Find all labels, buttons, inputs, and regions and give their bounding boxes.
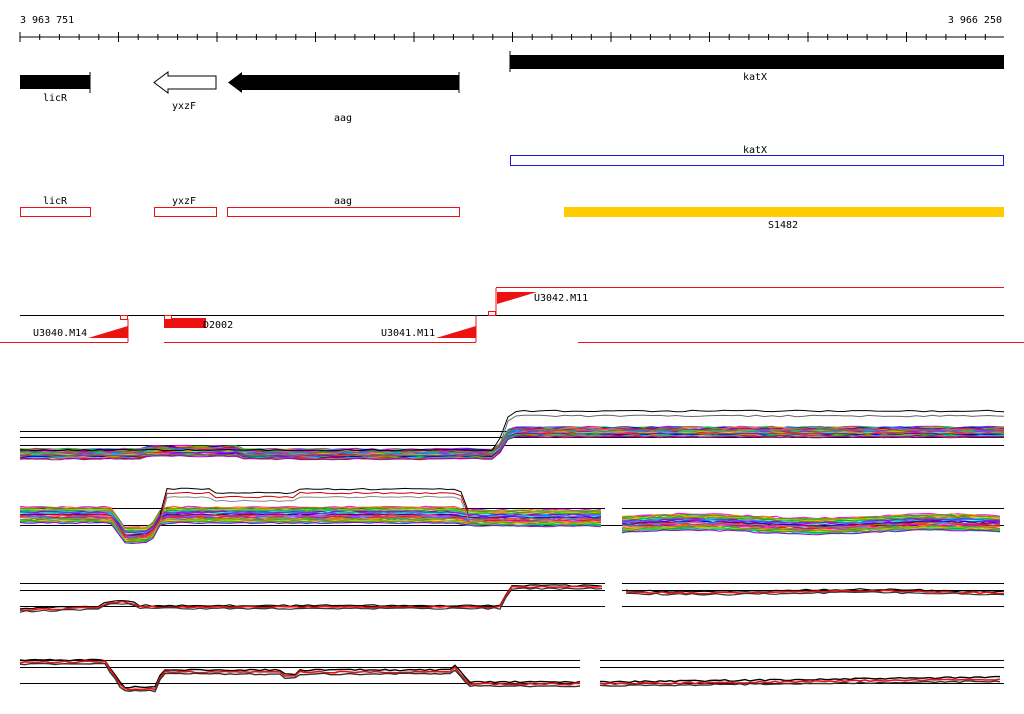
- tu-d2002[interactable]: D2002: [164, 315, 233, 332]
- tu-u3040-start-mark: [120, 315, 128, 320]
- track-4-line: [19, 660, 1001, 691]
- gene-katX[interactable]: katX: [509, 51, 1004, 83]
- tu-u3042-wedge: [497, 292, 537, 304]
- coordinate-ruler: 3 963 751 3 966 250: [19, 15, 1004, 42]
- red-feature-yxzF-label: yxzF: [172, 196, 196, 207]
- blue-feature-katX-label: katX: [743, 145, 767, 156]
- track-1-top-line: [19, 409, 1005, 452]
- gene-katX-label: katX: [743, 72, 767, 83]
- track-2-high-line: [159, 487, 469, 515]
- track-1-line: [19, 435, 1005, 461]
- red-feature-track: licR yxzF aag: [20, 196, 460, 217]
- gene-aag-label: aag: [334, 113, 352, 124]
- gene-licR-bar: [20, 75, 90, 89]
- srna-feature[interactable]: S1482: [564, 207, 1004, 231]
- gene-yxzF-arrow: [153, 71, 217, 94]
- gene-licR[interactable]: licR: [20, 72, 91, 104]
- gene-katX-bar: [510, 55, 1004, 69]
- tu-u3042-label: U3042.M11: [534, 293, 588, 304]
- track-4-line: [19, 662, 1001, 693]
- gene-track: licR yxzF aag katX: [20, 51, 1004, 124]
- track-2-high-line: [159, 491, 469, 519]
- red-feature-licR-label: licR: [43, 196, 68, 207]
- transcription-unit-track: U3040.M14 D2002 U3041.M11 U3042.M11: [0, 287, 1024, 343]
- tu-d2002-bar: [164, 318, 206, 328]
- blue-feature-katX[interactable]: katX: [510, 145, 1004, 166]
- tu-u3040-wedge: [88, 326, 128, 338]
- ruler-start-label: 3 963 751: [20, 15, 74, 26]
- red-feature-yxzF[interactable]: yxzF: [154, 196, 217, 217]
- red-feature-aag[interactable]: aag: [227, 196, 460, 217]
- ruler-ticks: [19, 32, 986, 42]
- tu-u3040-label: U3040.M14: [33, 328, 87, 339]
- tu-u3042-end-mark: [488, 311, 496, 316]
- track-1-top-line: [19, 414, 1005, 457]
- red-feature-yxzF-box: [154, 207, 217, 217]
- gene-yxzF[interactable]: yxzF: [153, 71, 217, 112]
- blue-feature-katX-box: [510, 155, 1004, 166]
- red-feature-licR-box: [20, 207, 91, 217]
- gene-aag-arrow: [228, 72, 459, 93]
- tu-u3041-wedge: [436, 326, 476, 338]
- expression-track-2: [19, 487, 1004, 545]
- gene-licR-label: licR: [43, 93, 68, 104]
- srna-label: S1482: [768, 220, 798, 231]
- ruler-end-label: 3 966 250: [948, 15, 1002, 26]
- red-feature-aag-label: aag: [334, 196, 352, 207]
- red-feature-licR[interactable]: licR: [20, 196, 91, 217]
- expression-track-4: [19, 658, 1004, 693]
- tu-u3040[interactable]: U3040.M14: [33, 315, 129, 343]
- track-3-line: [19, 585, 1005, 612]
- red-feature-aag-box: [227, 207, 460, 217]
- track-3-line: [19, 584, 1005, 610]
- expression-track-1: [19, 409, 1005, 461]
- tu-d2002-label: D2002: [203, 320, 233, 331]
- tu-d2002-start-mark: [164, 315, 172, 320]
- track-1-line: [19, 433, 1005, 459]
- tu-u3041[interactable]: U3041.M11: [381, 315, 477, 342]
- tu-u3042[interactable]: U3042.M11: [488, 288, 589, 316]
- track-2-high-line: [159, 495, 469, 523]
- gene-aag[interactable]: aag: [228, 72, 460, 124]
- gene-yxzF-label: yxzF: [172, 101, 196, 112]
- srna-bar: [564, 207, 1004, 217]
- track-4-line: [19, 658, 1000, 689]
- track-2-line: [19, 521, 1001, 545]
- track-3-line: [19, 587, 1005, 613]
- tu-u3041-label: U3041.M11: [381, 328, 435, 339]
- expression-track-3: [19, 583, 1005, 613]
